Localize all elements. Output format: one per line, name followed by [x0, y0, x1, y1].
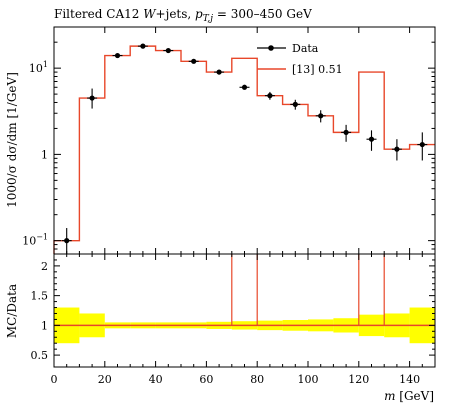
title-prefix: Filtered CA12: [54, 7, 143, 21]
title-range: = 300–450 GeV: [213, 7, 312, 21]
mc-histogram-line: [53, 45, 435, 254]
data-point: [318, 113, 324, 119]
data-point: [165, 47, 171, 54]
ratio-axis-title: MC/Data: [5, 284, 19, 338]
ratio-tick-label: 1.5: [31, 290, 49, 303]
data-point: [267, 93, 273, 99]
title-jets: +jets,: [156, 7, 196, 21]
x-tick-label: 0: [51, 373, 58, 386]
data-point: [394, 146, 400, 152]
data-points: [61, 43, 428, 254]
x-tick-label: 80: [250, 373, 264, 386]
y-tick-label: 1: [41, 148, 48, 161]
y-tick-label: 10−1: [22, 233, 48, 248]
data-point: [343, 129, 349, 135]
data-point: [368, 136, 375, 142]
main-panel-frame: [53, 26, 436, 255]
title-w: W: [143, 7, 157, 21]
x-axis-title: m [GeV]: [384, 389, 434, 403]
y-axis-title: 1000/σ dσ/dm [1/GeV]: [5, 72, 19, 208]
data-point: [89, 95, 95, 101]
x-tick-label: 120: [348, 373, 369, 386]
y-tick-label: 101: [29, 60, 48, 75]
x-tick-label: 40: [149, 373, 163, 386]
ratio-lines: [54, 254, 435, 327]
data-point: [140, 43, 146, 49]
x-axis-unit: [GeV]: [395, 389, 434, 403]
x-axis-var: m: [384, 389, 395, 403]
legend: Data [13] 0.51: [257, 42, 343, 76]
ratio-panel-frame: [53, 253, 436, 368]
ratio-tick-label: 2: [41, 260, 48, 273]
chart-title: Filtered CA12 W+jets, pT,j = 300–450 GeV: [54, 7, 312, 24]
mc-histogram: [53, 45, 435, 254]
legend-data-marker: [268, 45, 274, 51]
ratio-tick-label: 1: [41, 319, 48, 332]
legend-data-label: Data: [292, 42, 319, 55]
title-pt-sub: T,j: [203, 14, 214, 24]
data-point: [191, 58, 197, 64]
x-tick-label: 20: [98, 373, 112, 386]
data-point: [241, 84, 248, 90]
ratio-tick-label: 0.5: [31, 349, 49, 362]
data-point: [419, 141, 425, 148]
data-point: [292, 101, 298, 107]
x-tick-label: 100: [298, 373, 319, 386]
x-tick-label: 140: [399, 373, 420, 386]
axis-ticks: 0 20 40 60 80 100 120 140 10−1 1 101 0.5 1 1.5 2: [22, 26, 435, 386]
data-point: [64, 238, 70, 244]
title-pt: p: [195, 7, 203, 21]
legend-mc-label: [13] 0.51: [292, 63, 343, 76]
x-tick-label: 60: [199, 373, 213, 386]
data-point: [216, 69, 222, 75]
data-point: [114, 52, 121, 59]
